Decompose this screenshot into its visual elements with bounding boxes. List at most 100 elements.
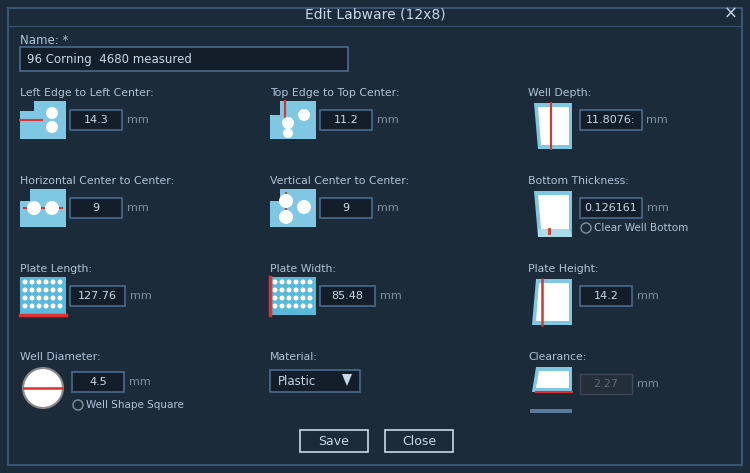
- Polygon shape: [534, 103, 572, 149]
- Circle shape: [308, 280, 313, 284]
- Circle shape: [50, 304, 55, 308]
- Circle shape: [50, 280, 55, 284]
- Circle shape: [301, 296, 305, 300]
- Text: 9: 9: [343, 203, 350, 213]
- Bar: [528, 189, 574, 239]
- Circle shape: [272, 280, 278, 284]
- Circle shape: [58, 304, 62, 308]
- Text: Plate Width:: Plate Width:: [270, 264, 336, 274]
- Text: mm: mm: [646, 115, 668, 125]
- Circle shape: [29, 304, 34, 308]
- Bar: [70, 110, 122, 130]
- Text: Vertical Center to Center:: Vertical Center to Center:: [270, 176, 410, 186]
- Circle shape: [283, 128, 293, 138]
- Bar: [320, 286, 375, 306]
- Bar: [270, 101, 280, 115]
- Bar: [270, 277, 316, 315]
- Text: Bottom Thickness:: Bottom Thickness:: [528, 176, 628, 186]
- Text: mm: mm: [647, 203, 669, 213]
- Circle shape: [282, 117, 294, 129]
- Text: mm: mm: [637, 291, 658, 301]
- Circle shape: [45, 201, 59, 215]
- Circle shape: [308, 304, 313, 308]
- Circle shape: [44, 296, 49, 300]
- Circle shape: [29, 280, 34, 284]
- Circle shape: [23, 368, 63, 408]
- Circle shape: [46, 107, 58, 119]
- Circle shape: [29, 296, 34, 300]
- Circle shape: [73, 400, 83, 410]
- Polygon shape: [538, 107, 569, 145]
- Bar: [528, 365, 574, 415]
- Text: 11.2: 11.2: [334, 115, 358, 125]
- Circle shape: [581, 223, 591, 233]
- Circle shape: [297, 200, 311, 214]
- Text: Close: Close: [402, 435, 436, 447]
- Polygon shape: [534, 191, 572, 237]
- Text: 11.8076:: 11.8076:: [586, 115, 636, 125]
- Bar: [20, 189, 30, 201]
- Bar: [20, 101, 66, 139]
- Polygon shape: [342, 374, 352, 386]
- Polygon shape: [538, 229, 572, 237]
- Text: Plate Height:: Plate Height:: [528, 264, 598, 274]
- Text: Save: Save: [319, 435, 350, 447]
- Text: mm: mm: [129, 377, 151, 387]
- Circle shape: [44, 304, 49, 308]
- Text: Left Edge to Left Center:: Left Edge to Left Center:: [20, 88, 154, 98]
- Text: Clear Well Bottom: Clear Well Bottom: [594, 223, 688, 233]
- Text: Name: *: Name: *: [20, 34, 68, 47]
- Circle shape: [58, 280, 62, 284]
- Circle shape: [58, 288, 62, 292]
- Bar: [20, 101, 34, 111]
- Bar: [580, 198, 642, 218]
- Text: Material:: Material:: [270, 352, 318, 362]
- Circle shape: [44, 280, 49, 284]
- Bar: [270, 370, 360, 392]
- Circle shape: [293, 296, 298, 300]
- Circle shape: [50, 296, 55, 300]
- Bar: [320, 110, 372, 130]
- Circle shape: [37, 296, 41, 300]
- Bar: [20, 47, 348, 71]
- Text: 14.2: 14.2: [593, 291, 619, 301]
- Circle shape: [272, 304, 278, 308]
- Bar: [20, 277, 66, 315]
- Circle shape: [58, 296, 62, 300]
- Circle shape: [27, 201, 41, 215]
- Circle shape: [286, 288, 292, 292]
- Circle shape: [29, 288, 34, 292]
- Circle shape: [280, 304, 284, 308]
- Text: ×: ×: [724, 5, 738, 23]
- Polygon shape: [536, 371, 569, 388]
- Bar: [70, 198, 122, 218]
- Circle shape: [280, 296, 284, 300]
- Text: mm: mm: [637, 379, 658, 389]
- Bar: [530, 409, 572, 413]
- Circle shape: [37, 280, 41, 284]
- Bar: [580, 110, 642, 130]
- Text: mm: mm: [380, 291, 402, 301]
- Bar: [20, 365, 66, 411]
- Text: Clearance:: Clearance:: [528, 352, 586, 362]
- Polygon shape: [532, 367, 572, 392]
- Bar: [528, 101, 574, 151]
- Text: mm: mm: [127, 115, 148, 125]
- Circle shape: [301, 288, 305, 292]
- Text: 4.5: 4.5: [89, 377, 106, 387]
- Text: Plate Length:: Plate Length:: [20, 264, 92, 274]
- Bar: [320, 198, 372, 218]
- Text: 14.3: 14.3: [84, 115, 108, 125]
- Circle shape: [22, 288, 28, 292]
- Text: mm: mm: [127, 203, 148, 213]
- Circle shape: [301, 304, 305, 308]
- Bar: [270, 101, 316, 139]
- Text: Well Shape Square: Well Shape Square: [86, 400, 184, 410]
- Circle shape: [286, 304, 292, 308]
- Text: mm: mm: [377, 115, 399, 125]
- Bar: [72, 372, 124, 392]
- Circle shape: [280, 280, 284, 284]
- Circle shape: [293, 280, 298, 284]
- Text: 0.126161: 0.126161: [585, 203, 638, 213]
- Bar: [385, 430, 453, 452]
